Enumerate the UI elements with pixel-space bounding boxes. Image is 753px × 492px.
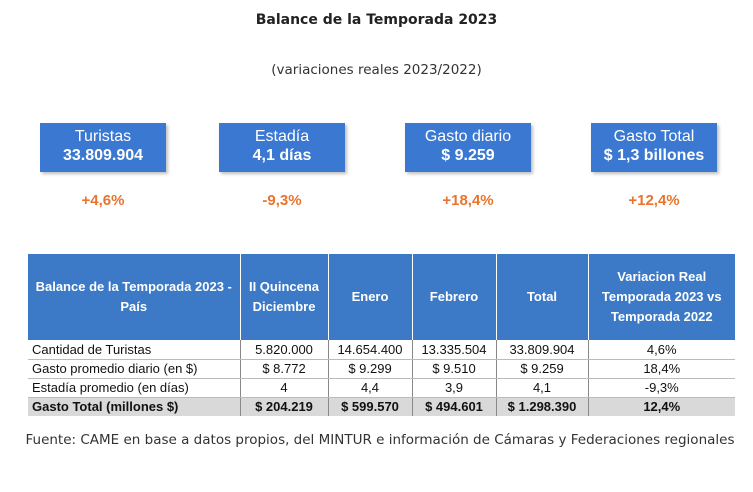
header-cell: II Quincena Diciembre [240, 254, 329, 340]
report-subtitle: (variaciones reales 2023/2022) [271, 62, 482, 78]
table-cell: Cantidad de Turistas [28, 340, 241, 360]
header-cell: Variacion Real Temporada 2023 vs Tempora… [588, 254, 735, 340]
table-cell: Estadía promedio (en días) [28, 378, 241, 398]
table-cell: 4 [240, 378, 329, 398]
kpi-variation-gasto-total: +12,4% [628, 192, 680, 209]
kpi-label: Estadía [254, 128, 310, 145]
table-cell: $ 204.219 [240, 397, 329, 416]
kpi-gasto-diario: Gasto diario $ 9.259 [405, 123, 531, 172]
table-cell: $ 9.510 [412, 359, 497, 379]
table-cell: 33.809.904 [496, 340, 589, 360]
table-cell: $ 599.570 [328, 397, 413, 416]
kpi-estadia: Estadía 4,1 días [219, 123, 345, 172]
table-row: Cantidad de Turistas 5.820.000 14.654.40… [28, 340, 735, 360]
kpi-value: $ 1,3 billones [603, 147, 705, 164]
kpi-variation-gasto-diario: +18,4% [442, 192, 494, 209]
kpi-gasto-total: Gasto Total $ 1,3 billones [591, 123, 717, 172]
table-cell: Gasto promedio diario (en $) [28, 359, 241, 379]
table-row: Gasto promedio diario (en $) $ 8.772 $ 9… [28, 359, 735, 379]
table-cell: $ 1.298.390 [496, 397, 589, 416]
table-total-row: Gasto Total (millones $) $ 204.219 $ 599… [28, 397, 735, 416]
table-cell: $ 494.601 [412, 397, 497, 416]
kpi-variation-turistas: +4,6% [81, 192, 125, 209]
table-cell: 13.335.504 [412, 340, 497, 360]
kpi-label: Gasto diario [424, 128, 512, 145]
table-cell: 18,4% [588, 359, 735, 379]
kpi-variation-estadia: -9,3% [262, 192, 302, 209]
table-row: Estadía promedio (en días) 4 4,4 3,9 4,1… [28, 378, 735, 398]
source-caption: Fuente: CAME en base a datos propios, de… [25, 432, 735, 448]
kpi-value: 4,1 días [252, 147, 312, 164]
table-cell: 14.654.400 [328, 340, 413, 360]
header-cell: Febrero [412, 254, 497, 340]
balance-table: Balance de la Temporada 2023 - País II Q… [28, 254, 735, 416]
kpi-value: 33.809.904 [62, 147, 144, 164]
table-cell: 4,4 [328, 378, 413, 398]
table-cell: 12,4% [588, 397, 735, 416]
table-cell: -9,3% [588, 378, 735, 398]
table-header-row: Balance de la Temporada 2023 - País II Q… [28, 254, 735, 340]
kpi-value: $ 9.259 [441, 147, 495, 164]
report-title: Balance de la Temporada 2023 [255, 12, 498, 28]
table-cell: 4,1 [496, 378, 589, 398]
table-cell: 5.820.000 [240, 340, 329, 360]
kpi-label: Turistas [74, 128, 132, 145]
header-cell: Total [496, 254, 589, 340]
header-cell: Enero [328, 254, 413, 340]
table-cell: $ 8.772 [240, 359, 329, 379]
table-cell: $ 9.259 [496, 359, 589, 379]
table-cell: $ 9.299 [328, 359, 413, 379]
table-cell: Gasto Total (millones $) [28, 397, 241, 416]
kpi-turistas: Turistas 33.809.904 [40, 123, 166, 172]
table-cell: 3,9 [412, 378, 497, 398]
kpi-label: Gasto Total [613, 128, 695, 145]
header-cell: Balance de la Temporada 2023 - País [28, 254, 241, 340]
table-cell: 4,6% [588, 340, 735, 360]
